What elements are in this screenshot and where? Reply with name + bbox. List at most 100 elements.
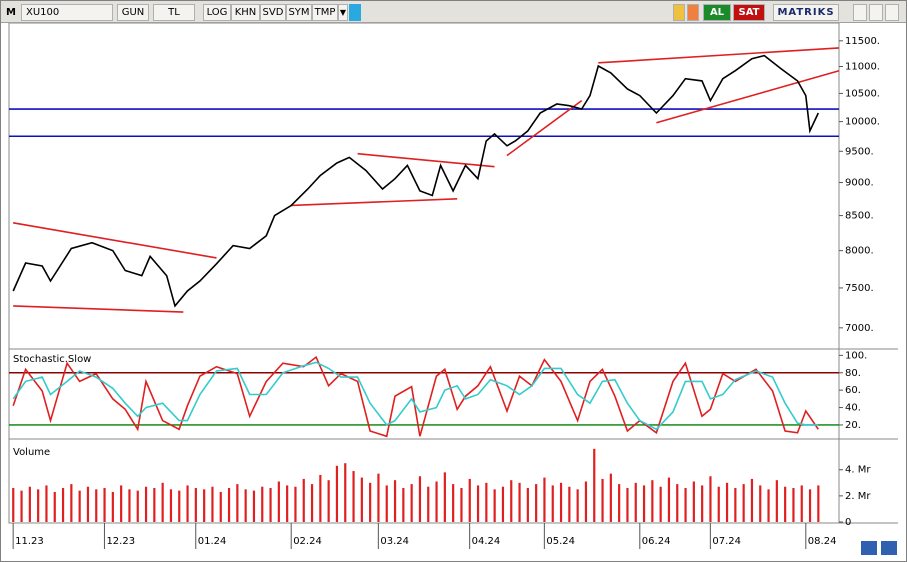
volume-bar [452, 484, 455, 522]
button[interactable]: KHN [231, 4, 260, 21]
volume-bar [759, 485, 762, 522]
volume-bar [161, 482, 164, 522]
button[interactable]: SVD [260, 4, 286, 21]
sell-button[interactable]: SAT [733, 4, 765, 21]
volume-bar [269, 488, 272, 522]
volume-bar [725, 482, 729, 522]
volume-bar [734, 488, 737, 522]
volume-bar [742, 484, 745, 522]
button[interactable]: TMP [312, 4, 338, 21]
volume-bar [12, 488, 15, 522]
button[interactable]: TL [153, 4, 195, 21]
volume-bar [344, 463, 347, 522]
volume-bar [37, 489, 40, 522]
icon[interactable] [881, 541, 897, 555]
volume-bar [302, 478, 305, 522]
volume-bar [559, 482, 563, 522]
volume-bar [692, 481, 695, 522]
volume-bar [584, 481, 588, 522]
volume-bar [701, 485, 704, 522]
x-tick-label: 05.24 [546, 536, 575, 547]
maximize[interactable] [869, 4, 883, 21]
y-tick-label: 9000. [845, 178, 874, 189]
volume-bar [111, 491, 114, 522]
data-line [12, 54, 820, 308]
volume-bar [20, 490, 23, 522]
volume-bar [468, 478, 471, 522]
volume-bar [136, 490, 139, 522]
icon[interactable] [861, 541, 877, 555]
volume-bar [186, 485, 189, 522]
volume-bar [593, 448, 596, 522]
volume-bar [634, 482, 637, 522]
dropdown[interactable]: ▼ [338, 4, 348, 21]
volume-bar [310, 484, 314, 522]
y-tick-label: 0 [845, 517, 851, 528]
volume-bar [120, 485, 123, 522]
volume-bar [277, 481, 280, 522]
volume-bar [601, 478, 604, 522]
volume-bar [227, 488, 231, 522]
volume-bar [667, 477, 671, 522]
volume-bar [86, 486, 90, 522]
volume-bar [518, 482, 521, 522]
icon[interactable] [687, 4, 699, 21]
toolbar: M XU100 GUN TL LOG KHN SVD SYM TMP ▼ AL … [1, 1, 906, 23]
volume-bar [261, 486, 264, 522]
volume-bar [626, 488, 629, 522]
menu-icon[interactable]: M [4, 4, 18, 21]
volume-bar [427, 486, 430, 522]
button[interactable]: LOG [203, 4, 231, 21]
volume-bar [609, 473, 612, 522]
volume-bar [618, 484, 621, 522]
volume-bar [526, 488, 529, 522]
volume-bar [535, 484, 538, 522]
volume-bar [319, 474, 322, 522]
button[interactable]: GUN [117, 4, 149, 21]
volume-bar [95, 489, 98, 522]
close[interactable] [885, 4, 899, 21]
volume-bar [61, 488, 65, 522]
y-tick-label: 8500. [845, 211, 874, 222]
volume-bar [53, 491, 56, 522]
y-tick-label: 10000. [845, 117, 880, 128]
volume-bar [203, 489, 206, 522]
icon[interactable] [673, 4, 685, 21]
brand: MATRIKS [773, 4, 839, 21]
button[interactable]: SYM [286, 4, 312, 21]
volume-bar [543, 477, 546, 522]
trendline [506, 99, 583, 157]
volume-bar [642, 485, 646, 522]
volume-bar [568, 486, 571, 522]
x-tick-label: 02.24 [293, 536, 322, 547]
volume-bar [70, 484, 73, 522]
trendline [13, 305, 184, 313]
x-tick-label: 11.23 [15, 536, 44, 547]
volume-bar [219, 491, 222, 522]
volume-bar [551, 485, 554, 522]
volume-bar [435, 481, 438, 522]
x-tick-label: 06.24 [642, 536, 671, 547]
buy-button[interactable]: AL [703, 4, 731, 21]
volume-bar [360, 477, 363, 522]
y-tick-label: 80. [845, 368, 861, 379]
symbol-box[interactable]: XU100 [21, 4, 113, 21]
volume-bar [817, 485, 820, 522]
y-tick-label: 8000. [845, 246, 874, 257]
chart: Stochastic.Slow Volume 7000. 7500. 8000. 85… [8, 23, 898, 555]
volume-bar [194, 488, 197, 522]
volume-bar [169, 489, 173, 522]
x-tick-label: 08.24 [808, 536, 837, 547]
share-icon[interactable] [349, 4, 361, 21]
x-tick-label: 12.23 [106, 536, 135, 547]
trendline [13, 222, 217, 259]
volume-bar [236, 484, 239, 522]
volume-bar [775, 480, 778, 522]
volume-bar [211, 486, 214, 522]
volume-bar [418, 476, 422, 522]
data-line [12, 355, 819, 438]
y-tick-label: 9500. [845, 146, 874, 157]
minimize[interactable] [853, 4, 867, 21]
volume-bar [676, 484, 679, 522]
